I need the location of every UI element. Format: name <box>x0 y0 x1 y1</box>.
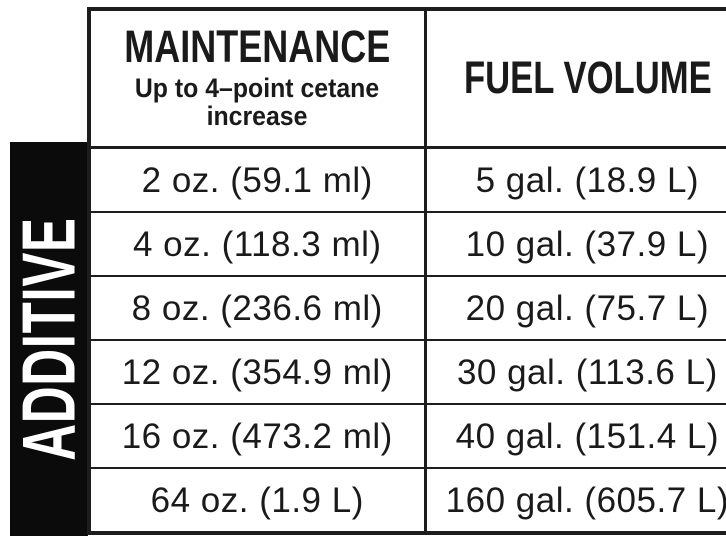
additive-amount-cell: 64 oz. (1.9 L) <box>88 467 426 534</box>
fuel-volume-text: 40 gal. (151.4 L) <box>455 416 720 456</box>
additive-amount-cell: 8 oz. (236.6 ml) <box>88 275 426 341</box>
col-header-fuel-volume: FUEL VOLUME <box>423 8 726 149</box>
additive-amount-cell: 4 oz. (118.3 ml) <box>88 211 426 277</box>
fuel-volume-text: 20 gal. (75.7 L) <box>465 288 710 328</box>
additive-amount-text: 2 oz. (59.1 ml) <box>141 160 373 200</box>
fuel-volume-title: FUEL VOLUME <box>463 52 712 104</box>
maintenance-header-stack: MAINTENANCE Up to 4–point cetane increas… <box>91 21 424 132</box>
additive-label: ADDITIVE <box>6 217 91 461</box>
table-row: 2 oz. (59.1 ml) 5 gal. (18.9 L) <box>88 146 726 213</box>
maintenance-title: MAINTENANCE <box>124 21 391 73</box>
col-header-maintenance: MAINTENANCE Up to 4–point cetane increas… <box>88 8 426 149</box>
dosage-table: MAINTENANCE Up to 4–point cetane increas… <box>87 7 726 535</box>
header-row: MAINTENANCE Up to 4–point cetane increas… <box>88 8 726 149</box>
additive-amount-text: 16 oz. (473.2 ml) <box>121 416 393 456</box>
additive-amount-text: 8 oz. (236.6 ml) <box>131 288 383 328</box>
additive-amount-text: 12 oz. (354.9 ml) <box>121 352 393 392</box>
table-row: 64 oz. (1.9 L) 160 gal. (605.7 L) <box>88 467 726 534</box>
fuel-volume-cell: 5 gal. (18.9 L) <box>423 146 726 213</box>
fuel-volume-cell: 30 gal. (113.6 L) <box>423 339 726 405</box>
table-row: 16 oz. (473.2 ml) 40 gal. (151.4 L) <box>88 403 726 469</box>
fuel-volume-cell: 160 gal. (605.7 L) <box>423 467 726 534</box>
fuel-volume-cell: 10 gal. (37.9 L) <box>423 211 726 277</box>
maintenance-subtitle: Up to 4–point cetane increase <box>135 72 380 132</box>
dosage-table-body: 2 oz. (59.1 ml) 5 gal. (18.9 L) 4 oz. (118… <box>88 146 726 534</box>
additive-amount-text: 64 oz. (1.9 L) <box>150 480 364 520</box>
additive-amount-cell: 12 oz. (354.9 ml) <box>88 339 426 405</box>
table-row: 4 oz. (118.3 ml) 10 gal. (37.9 L) <box>88 211 726 277</box>
table-row: 12 oz. (354.9 ml) 30 gal. (113.6 L) <box>88 339 726 405</box>
additive-side-band: ADDITIVE <box>6 142 91 536</box>
fuel-volume-text: 10 gal. (37.9 L) <box>465 224 710 264</box>
fuel-volume-text: 160 gal. (605.7 L) <box>445 480 726 520</box>
additive-amount-cell: 2 oz. (59.1 ml) <box>88 146 426 213</box>
fuel-volume-cell: 20 gal. (75.7 L) <box>423 275 726 341</box>
additive-amount-text: 4 oz. (118.3 ml) <box>132 224 382 264</box>
fuel-volume-cell: 40 gal. (151.4 L) <box>423 403 726 469</box>
fuel-volume-text: 30 gal. (113.6 L) <box>456 352 718 392</box>
table-row: 8 oz. (236.6 ml) 20 gal. (75.7 L) <box>88 275 726 341</box>
additive-amount-cell: 16 oz. (473.2 ml) <box>88 403 426 469</box>
fuel-volume-text: 5 gal. (18.9 L) <box>475 160 700 200</box>
